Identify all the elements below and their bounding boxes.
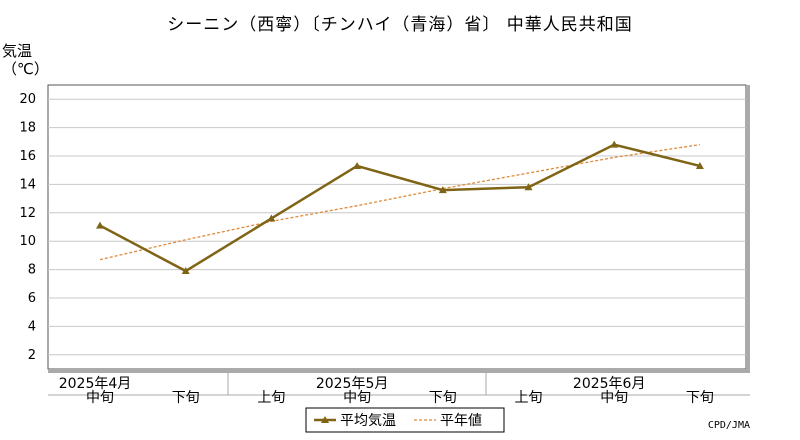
- x-tick-label: 中旬: [600, 390, 628, 406]
- x-tick-label: 中旬: [86, 390, 114, 406]
- legend-label-normal: 平年値: [440, 413, 482, 429]
- x-tick-label: 下旬: [172, 390, 200, 406]
- y-tick-label: 12: [19, 206, 36, 221]
- data-point-marker: [96, 221, 104, 229]
- x-tick-label: 中旬: [343, 390, 371, 406]
- month-label: 2025年6月: [573, 376, 646, 392]
- data-point-marker: [695, 161, 704, 169]
- legend-box: [305, 407, 505, 433]
- data-point-marker: [181, 267, 190, 275]
- plot-area: [47, 84, 747, 370]
- data-point-marker: [524, 183, 533, 191]
- x-tick-label: 下旬: [686, 390, 714, 406]
- y-tick-label: 10: [19, 234, 36, 249]
- x-tick-label: 上旬: [515, 390, 543, 406]
- y-tick-label: 18: [19, 121, 36, 136]
- y-axis-label: 気温 （℃）: [2, 42, 49, 78]
- y-tick-label: 20: [19, 92, 36, 107]
- legend-marker-average: [321, 416, 329, 423]
- credit-label: CPD/JMA: [707, 420, 750, 431]
- month-label: 2025年5月: [316, 376, 389, 392]
- data-point-marker: [353, 161, 362, 169]
- month-label: 2025年4月: [59, 376, 132, 392]
- y-axis-label-line1: 気温: [2, 42, 33, 60]
- y-tick-label: 6: [28, 291, 36, 306]
- y-tick-label: 4: [28, 319, 36, 334]
- y-tick-label: 16: [19, 149, 36, 164]
- legend-label-average: 平均気温: [340, 413, 396, 429]
- y-axis-label-line2: （℃）: [2, 60, 49, 78]
- y-tick-label: 8: [28, 263, 36, 278]
- y-tick-label: 2: [28, 348, 36, 363]
- y-tick-label: 14: [19, 177, 36, 192]
- chart-title: シーニン（西寧）〔チンハイ（青海）省〕 中華人民共和国: [167, 15, 633, 35]
- x-tick-label: 下旬: [429, 390, 457, 406]
- data-point-marker: [438, 186, 447, 194]
- x-tick-label: 上旬: [257, 390, 285, 406]
- data-point-marker: [610, 140, 619, 148]
- normal-series-line: [99, 143, 700, 261]
- data-point-marker: [267, 214, 276, 222]
- average-series-line: [99, 143, 701, 273]
